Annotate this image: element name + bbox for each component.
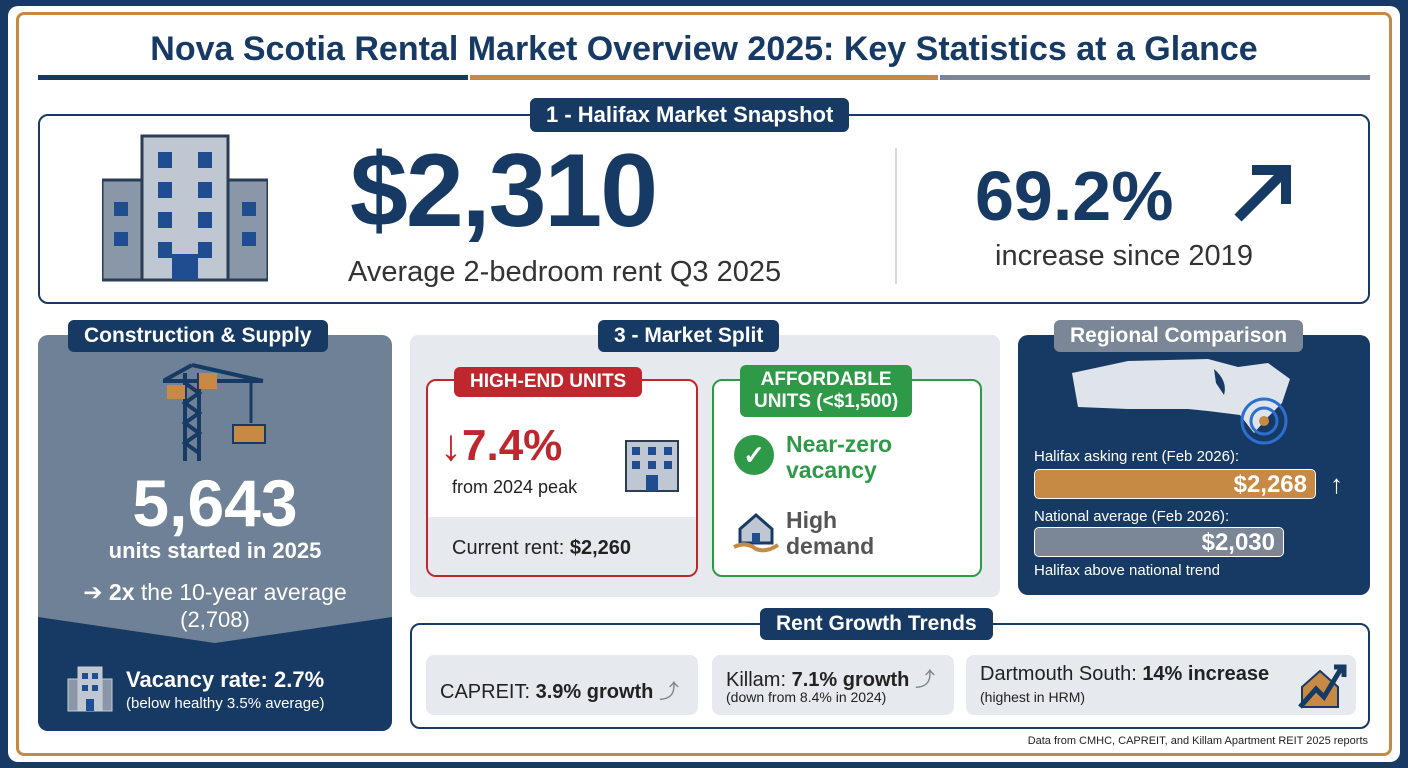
section-label-market-split: 3 - Market Split [598, 320, 780, 352]
ten-year-comparison: ➔ 2x the 10-year average [83, 579, 347, 605]
trend-note: (highest in HRM) [980, 689, 1086, 705]
ten-year-average-value: (2,708) [180, 607, 250, 632]
title-rule-navy [38, 75, 468, 80]
regional-note: Halifax above national trend [1034, 562, 1220, 579]
trend-up-arrow-icon: ⤴ [914, 669, 935, 691]
trend-card-capreit: CAPREIT: 3.9% growth ⤴ [426, 655, 698, 715]
national-average-bar: $2,030 [1034, 527, 1284, 557]
vacancy-band [38, 617, 392, 731]
vacancy-rate: Vacancy rate: 2.7% [126, 667, 325, 692]
divider [895, 148, 897, 284]
checkmark-icon: ✓ [734, 435, 774, 475]
high-end-caption: from 2024 peak [452, 477, 578, 497]
units-started-caption: units started in 2025 [108, 538, 322, 563]
near-zero-vacancy: Near-zero vacancy [786, 431, 893, 483]
halifax-snapshot-panel: $2,310 Average 2-bedroom rent Q3 2025 69… [38, 114, 1370, 304]
affordable-label: AFFORDABLE UNITS (<$1,500) [740, 365, 913, 417]
increase-value: 69.2% [975, 157, 1174, 235]
arrow-right-icon: ➔ [83, 579, 109, 605]
section-label-snapshot: 1 - Halifax Market Snapshot [530, 98, 850, 132]
canada-map-icon [1072, 359, 1290, 445]
halifax-rent-value: $2,268 [1233, 471, 1307, 498]
construction-panel: 5,643 units started in 2025 ➔ 2x the 10-… [38, 335, 392, 731]
average-rent-value: $2,310 [350, 133, 658, 249]
halifax-rent-label: Halifax asking rent (Feb 2026): [1034, 448, 1240, 465]
high-end-card: ↓7.4% from 2024 peak Current rent: $2,26… [426, 379, 698, 577]
house-in-hand-icon [733, 513, 780, 553]
trend-note: (down from 8.4% in 2024) [726, 689, 887, 705]
section-label-construction: Construction & Supply [68, 320, 328, 352]
apartment-building-icon [625, 440, 679, 492]
increase-caption: increase since 2019 [995, 240, 1253, 272]
title-rule-gold [470, 75, 938, 80]
apartment-building-icon [102, 134, 268, 282]
market-split-panel: ↓7.4% from 2024 peak Current rent: $2,26… [410, 335, 1000, 597]
high-demand: High demand [786, 507, 875, 559]
halifax-rent-bar: $2,268 [1034, 469, 1316, 499]
current-rent-band [428, 517, 696, 575]
construction-crane-icon [163, 363, 266, 461]
average-rent-caption: Average 2-bedroom rent Q3 2025 [348, 256, 782, 288]
national-average-label: National average (Feb 2026): [1034, 508, 1230, 525]
section-label-regional: Regional Comparison [1054, 320, 1304, 352]
arrow-up-right-icon [1234, 165, 1291, 222]
trend-text: Killam: 7.1% growth ⤴ [726, 669, 935, 691]
vacancy-note: (below healthy 3.5% average) [126, 695, 325, 712]
arrow-down-icon: ↓ [440, 421, 462, 470]
section-label-trends: Rent Growth Trends [760, 608, 993, 640]
house-growth-arrow-icon [1298, 664, 1347, 709]
gold-border [16, 12, 1392, 756]
regional-comparison-panel: Halifax asking rent (Feb 2026): $2,268 ↑… [1018, 335, 1370, 595]
units-started-value: 5,643 [132, 466, 298, 540]
trend-text: Dartmouth South: 14% increase [980, 663, 1270, 685]
trend-card-killam: Killam: 7.1% growth ⤴ (down from 8.4% in… [712, 655, 954, 715]
high-end-label: HIGH-END UNITS [454, 367, 643, 397]
trend-card-dartmouth: Dartmouth South: 14% increase (highest i… [966, 655, 1356, 715]
rent-growth-trends-panel: CAPREIT: 3.9% growth ⤴ Killam: 7.1% grow… [410, 623, 1370, 729]
source-note: Data from CMHC, CAPREIT, and Killam Apar… [1027, 735, 1368, 747]
arrow-up-icon: ↑ [1330, 469, 1343, 499]
high-end-current-rent: Current rent: $2,260 [452, 537, 631, 559]
high-end-change: ↓7.4% [440, 421, 563, 470]
trend-text: CAPREIT: 3.9% growth ⤴ [440, 681, 679, 703]
title-rule-gray [940, 75, 1370, 80]
trend-up-arrow-icon: ⤴ [658, 681, 679, 703]
apartment-building-icon [67, 666, 113, 712]
page-title: Nova Scotia Rental Market Overview 2025:… [150, 30, 1258, 68]
national-average-value: $2,030 [1201, 529, 1275, 556]
